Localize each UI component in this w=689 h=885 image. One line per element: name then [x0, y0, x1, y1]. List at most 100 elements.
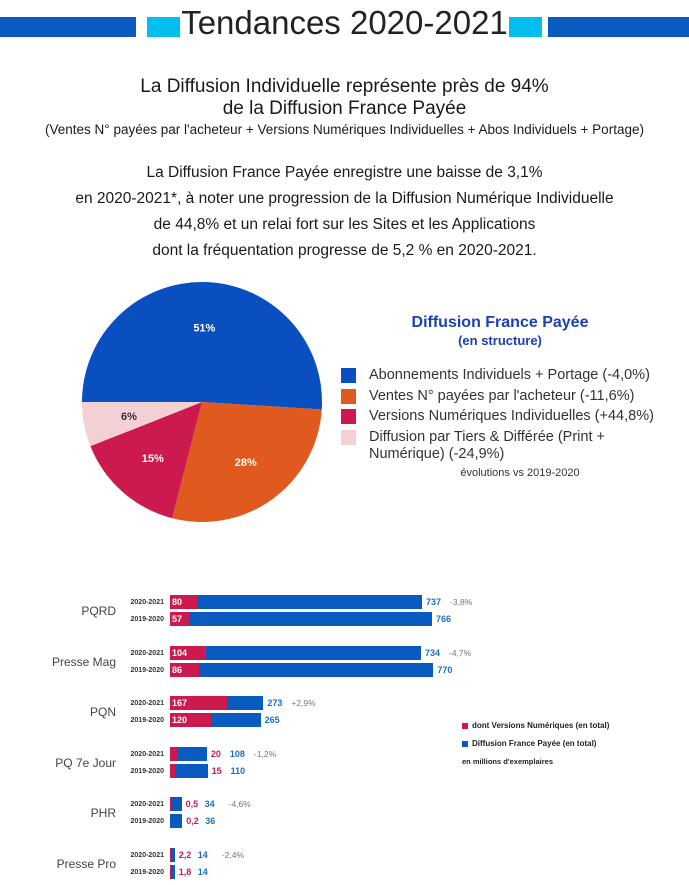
paragraph-line: La Diffusion France Payée enregistre une…: [146, 164, 543, 181]
pie-slice: [172, 402, 322, 522]
bar-year-label: 2020-2021: [130, 750, 164, 758]
pie-chart: 51% 28% 15% 6%: [82, 282, 322, 522]
legend-swatch: [462, 722, 468, 729]
bar-category-label: Presse Mag: [51, 654, 116, 669]
bar-change-label: -4,7%: [449, 647, 472, 658]
bar-year-label: 2019-2020: [130, 666, 164, 674]
bar-total-value: 737: [426, 597, 442, 607]
bar-total-value: 734: [425, 647, 441, 658]
bar-total: [170, 797, 182, 811]
pie-slice: [90, 402, 202, 519]
bar-year-label: 2019-2020: [130, 868, 164, 876]
bar-total-value: 265: [264, 715, 280, 725]
legend-swatch: [462, 740, 468, 747]
bar-digital-value: 86: [172, 664, 183, 675]
legend-label: Versions Numériques Individuelles (+44,8…: [369, 408, 654, 424]
legend-swatch: [341, 389, 356, 404]
bar-year-label: 2020-2021: [130, 851, 164, 859]
bar-total: [170, 645, 422, 660]
pie-legend-title: Diffusion France Payée: [411, 314, 589, 331]
bar-digital: [170, 746, 177, 761]
bar-year-label: 2020-2021: [130, 649, 164, 657]
bar-digital-value: 20: [210, 748, 221, 759]
bar-legend-digital: dont Versions Numériques (en total): [462, 721, 609, 730]
page-title: Tendances 2020-2021: [181, 4, 508, 41]
bar-year-label: 2020-2021: [130, 599, 164, 606]
decor-bar-right: [548, 17, 689, 37]
paragraph-line: en 2020-2021*, à noter une progression d…: [75, 190, 614, 207]
paragraph-line: de 44,8% et un relai fort sur les Sites …: [153, 216, 536, 233]
subtitle: (Ventes N° payées par l'acheteur + Versi…: [45, 122, 644, 137]
bar-digital: [170, 713, 212, 727]
legend-label: Abonnements Individuels + Portage (-4,0%…: [369, 367, 650, 383]
bar-total: [170, 864, 175, 879]
bar-category-label: PQRD: [81, 604, 116, 618]
headline: La Diffusion Individuelle représente prè…: [0, 76, 689, 120]
legend-swatch: [341, 409, 356, 424]
pie-slice-label: 28%: [235, 457, 257, 469]
bar-digital-value: 0,2: [186, 816, 199, 826]
headline-line-2: de la Diffusion France Payée: [222, 98, 467, 119]
summary-paragraph: La Diffusion France Payée enregistre une…: [0, 160, 689, 264]
bar-digital-value: 15: [211, 765, 222, 776]
bar-total-value: 34: [204, 799, 215, 809]
pie-slice-label: 6%: [121, 411, 137, 423]
bar-digital-value: 57: [172, 614, 183, 624]
headline-line-1: La Diffusion Individuelle représente prè…: [140, 76, 549, 97]
bar-total: [170, 662, 434, 677]
legend-label: Diffusion par Tiers & Différée (Print + …: [369, 429, 605, 462]
bar-category-label: Presse Pro: [56, 856, 116, 871]
bar-year-label: 2020-2021: [130, 700, 164, 707]
legend-swatch: [341, 430, 356, 445]
bar-total-value: 108: [229, 748, 245, 759]
bar-year-label: 2019-2020: [130, 767, 164, 775]
bar-year-label: 2019-2020: [130, 717, 164, 724]
legend-label: Ventes N° payées par l'acheteur (-11,6%): [369, 388, 635, 404]
bar-change-label: +2,9%: [291, 698, 316, 708]
bar-digital-value: 104: [172, 647, 188, 658]
bar-digital-value: 0,5: [185, 799, 199, 809]
bar-category-label: PHR: [90, 806, 116, 820]
paragraph-line: dont la fréquentation progresse de 5,2 %…: [152, 242, 537, 259]
pie-slice: [82, 282, 322, 410]
bar-unit-note: en millions d'exemplaires: [462, 757, 553, 766]
bar-digital: [170, 645, 206, 660]
bar-digital: [170, 696, 228, 710]
bar-digital-value: 167: [172, 698, 188, 708]
bar-total-value: 36: [205, 816, 216, 826]
decor-square-right: [509, 17, 542, 37]
bar-total-value: 766: [435, 614, 451, 624]
bar-total-value: 110: [230, 765, 246, 776]
bar-category-label: PQ 7e Jour: [55, 755, 116, 770]
bar-total-value: 770: [437, 664, 453, 675]
bar-digital-value: 80: [172, 597, 183, 607]
bar-digital: [170, 662, 200, 677]
bar-total: [170, 746, 207, 761]
pie-legend-subtitle: (en structure): [458, 333, 542, 348]
bar-year-label: 2019-2020: [130, 616, 164, 623]
pie-slice-label: 51%: [193, 323, 215, 335]
bar-total-value: 273: [267, 698, 283, 708]
bar-year-label: 2019-2020: [130, 818, 164, 825]
bar-total: [170, 763, 208, 778]
bar-digital: [170, 595, 198, 609]
bar-total: [170, 612, 432, 626]
bar-digital-value: 2,2: [178, 849, 192, 860]
bar-digital: [170, 864, 171, 879]
decor-square-left: [147, 17, 180, 37]
bar-total: [170, 847, 175, 862]
bar-digital: [170, 612, 190, 626]
bar-change-label: -1,2%: [253, 748, 277, 759]
bar-total: [170, 814, 183, 828]
header-banner: Tendances 2020-2021: [0, 4, 689, 44]
bar-total-value: 14: [197, 849, 208, 860]
bar-change-label: -3,8%: [450, 597, 473, 607]
bar-legend-total: Diffusion France Payée (en total): [462, 739, 596, 748]
bar-digital: [170, 763, 176, 778]
bar-total-value: 14: [197, 866, 208, 877]
bar-category-label: PQN: [89, 705, 116, 719]
legend-swatch: [341, 368, 356, 383]
bar-change-label: -2,4%: [221, 849, 244, 860]
bar-digital-value: 1,8: [178, 866, 192, 877]
